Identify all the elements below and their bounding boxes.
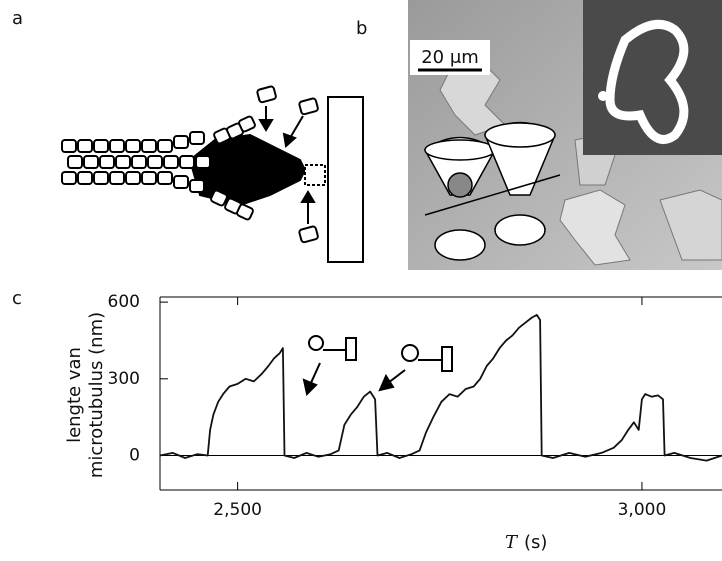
- micrograph: 20 μm: [408, 0, 722, 270]
- tubulin-block: [62, 172, 76, 184]
- tubulin-block: [94, 172, 108, 184]
- x-tick-label: 3,000: [618, 500, 667, 520]
- tubulin-block: [68, 156, 82, 168]
- tubulin-block: [110, 172, 124, 184]
- tubulin-block: [164, 156, 178, 168]
- tubulin-block: [78, 140, 92, 152]
- tubulin-block: [126, 172, 140, 184]
- x-axis-label: T: [505, 532, 519, 553]
- tubulin-block: [148, 156, 162, 168]
- tubulin-block: [126, 140, 140, 152]
- tubulin-block: [116, 156, 130, 168]
- y-axis-label: lengte van: [64, 347, 85, 443]
- tubulin-block: [94, 140, 108, 152]
- chart: lengte van microtubulus (nm) T (s) 0 300 6…: [64, 292, 722, 553]
- tubulin-block: [100, 156, 114, 168]
- panel-label: b: [356, 18, 367, 39]
- tubulin-block: [110, 140, 124, 152]
- y-tick-label: 300: [108, 369, 140, 389]
- tubulin-block: [190, 180, 204, 192]
- tubulin-block: [174, 176, 188, 188]
- scale-bar-label: 20 μm: [421, 47, 479, 68]
- tubulin-block: [174, 136, 188, 148]
- y-tick-label: 600: [108, 292, 140, 312]
- tubulin-block: [62, 140, 76, 152]
- data-line: [160, 315, 722, 461]
- annotation-icons: [304, 336, 452, 394]
- x-axis-label: (s): [524, 532, 547, 553]
- tubulin-block: [180, 156, 194, 168]
- panel-label: c: [12, 288, 22, 309]
- tubulin-block: [158, 140, 172, 152]
- y-tick-label: 0: [129, 445, 140, 465]
- figure: a b c 20 μm: [0, 0, 722, 557]
- tubulin-block: [190, 132, 204, 144]
- x-tick-label: 2,500: [213, 500, 262, 520]
- microtubule-diagram: [62, 86, 363, 262]
- tubulin-block: [132, 156, 146, 168]
- tubulin-block: [158, 172, 172, 184]
- tubulin-block: [142, 172, 156, 184]
- tubulin-block: [78, 172, 92, 184]
- tubulin-block: [196, 156, 210, 168]
- tubulin-block: [84, 156, 98, 168]
- y-axis-label: microtubulus (nm): [86, 312, 107, 478]
- tubulin-block: [142, 140, 156, 152]
- panel-label: a: [12, 8, 23, 29]
